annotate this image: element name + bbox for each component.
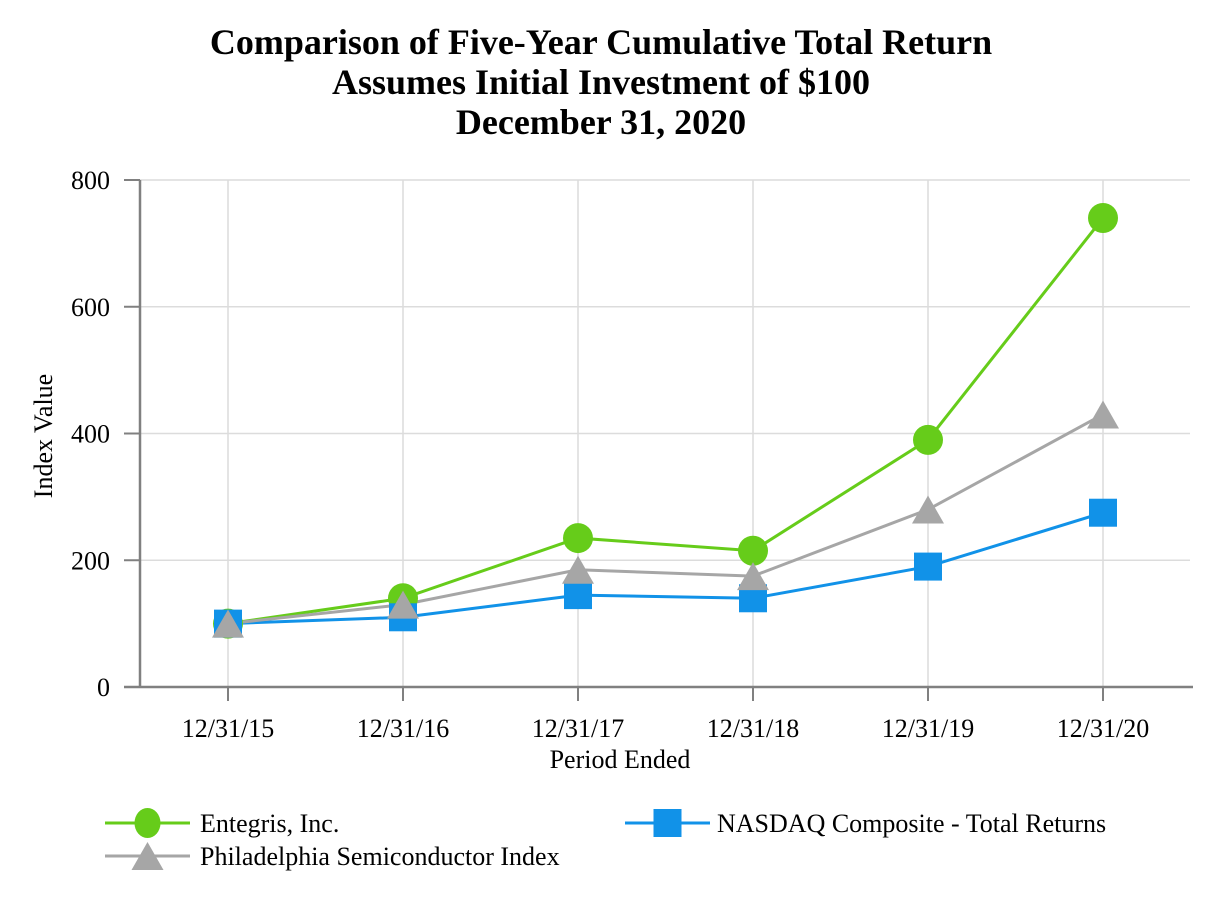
philadelphia-semiconductor-index-marker [1087, 400, 1119, 429]
philadelphia-semiconductor-index-legend-marker [131, 842, 164, 870]
series-markers [212, 203, 1119, 639]
entegris-legend-label: Entegris, Inc. [200, 809, 339, 838]
entegris-marker [913, 424, 943, 455]
x-tick-label: 12/31/20 [1057, 714, 1149, 743]
axes [124, 179, 1193, 701]
nasdaq-composite-line [227, 511, 1104, 626]
chart-title: Comparison of Five-Year Cumulative Total… [210, 22, 992, 142]
philadelphia-semiconductor-index-marker [212, 609, 244, 638]
philadelphia-semiconductor-index-marker [737, 562, 769, 591]
entegris-line [227, 217, 1105, 626]
nasdaq-composite-marker [1089, 498, 1117, 527]
nasdaq-composite-marker [564, 581, 592, 610]
y-tick-label: 200 [71, 546, 110, 575]
y-tick-label: 600 [71, 293, 110, 322]
philadelphia-semiconductor-index-line [227, 413, 1104, 626]
entegris-marker [738, 535, 768, 566]
y-tick-label: 400 [71, 420, 110, 449]
y-axis-tick-labels: 0 200 400 600 800 [71, 166, 110, 702]
y-tick-label: 0 [97, 673, 110, 702]
entegris-legend-marker [134, 808, 161, 838]
y-tick-label: 800 [71, 166, 110, 195]
x-tick-label: 12/31/17 [532, 714, 624, 743]
nasdaq-composite-marker [914, 552, 942, 581]
x-tick-label: 12/31/16 [357, 714, 449, 743]
chart-title-line-3: December 31, 2020 [456, 102, 746, 142]
chart-title-line-1: Comparison of Five-Year Cumulative Total… [210, 22, 992, 62]
nasdaq-composite-legend-marker [653, 809, 682, 837]
x-tick-label: 12/31/19 [882, 714, 974, 743]
philadelphia-semiconductor-index-marker [562, 555, 594, 584]
y-axis-title: Index Value [29, 374, 58, 498]
x-axis-tick-labels: 12/31/15 12/31/16 12/31/17 12/31/18 12/31/19… [182, 714, 1149, 743]
gridlines [140, 179, 1190, 687]
chart-title-line-2: Assumes Initial Investment of $100 [332, 62, 870, 102]
x-tick-label: 12/31/15 [182, 714, 274, 743]
entegris-marker [1088, 203, 1118, 234]
philadelphia-semiconductor-index-marker [912, 495, 944, 524]
series-lines [227, 217, 1105, 626]
x-axis-title: Period Ended [550, 745, 691, 774]
x-tick-label: 12/31/18 [707, 714, 799, 743]
entegris-marker [563, 523, 593, 554]
philadelphia-semiconductor-index-marker [387, 590, 419, 619]
philadelphia-semiconductor-index-legend-label: Philadelphia Semiconductor Index [200, 842, 560, 871]
legend: Entegris, Inc. Philadelphia Semiconductor… [105, 808, 1106, 871]
nasdaq-composite-legend-label: NASDAQ Composite - Total Returns [717, 809, 1106, 838]
